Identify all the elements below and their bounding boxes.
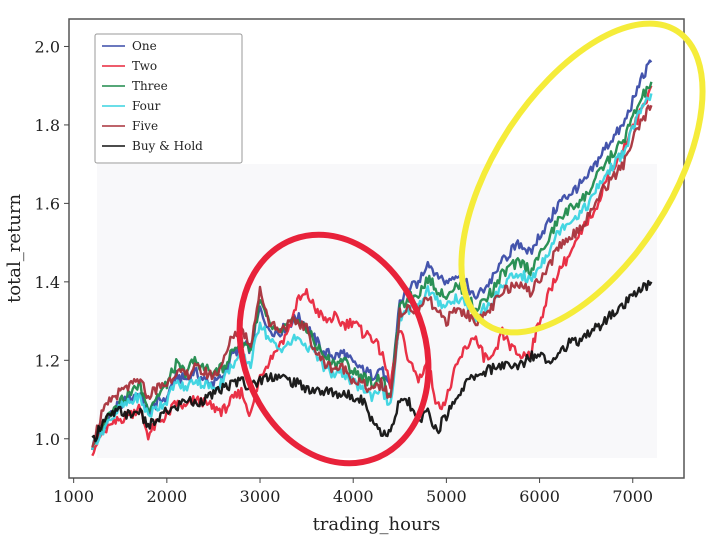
plot-frame — [68, 18, 685, 479]
y-tick-label: 1.0 — [35, 430, 60, 449]
y-tick-label: 1.2 — [35, 351, 60, 370]
series-line-buy-hold — [91, 279, 653, 443]
x-tick-label: 2000 — [146, 487, 187, 506]
series-line-five — [91, 104, 653, 448]
series-layer — [91, 59, 653, 457]
x-tick-label: 3000 — [240, 487, 281, 506]
x-axis-label: trading_hours — [313, 514, 441, 535]
legend-label: Four — [132, 99, 161, 113]
legend: One Two Three Four Five Buy & Hold — [94, 33, 243, 164]
x-tick-label: 4000 — [333, 487, 374, 506]
series-line-two — [91, 85, 653, 457]
y-tick-label: 1.8 — [35, 116, 60, 135]
y-tick-label: 1.6 — [35, 194, 60, 213]
y-tick-label: 1.4 — [35, 273, 60, 292]
y-axis-label: total_return — [4, 194, 25, 303]
series-line-four — [91, 93, 653, 450]
x-tick-label: 7000 — [612, 487, 653, 506]
legend-label: Buy & Hold — [132, 139, 203, 153]
x-tick-label: 5000 — [426, 487, 467, 506]
y-tick-label: 2.0 — [35, 37, 60, 56]
legend-label: Two — [132, 59, 157, 73]
axes-ticks: 1000 2000 3000 4000 5000 6000 7000 1.0 1.2 1.4 1.6… — [35, 37, 654, 506]
legend-label: Five — [132, 119, 158, 133]
annotation-layer — [236, 20, 706, 467]
legend-box — [94, 33, 243, 164]
red-ellipse-annotation — [236, 231, 432, 467]
yellow-ellipse-annotation — [458, 20, 706, 336]
legend-label: One — [132, 39, 157, 53]
legend-label: Three — [132, 79, 168, 93]
x-tick-label: 6000 — [519, 487, 560, 506]
x-tick-label: 1000 — [53, 487, 94, 506]
